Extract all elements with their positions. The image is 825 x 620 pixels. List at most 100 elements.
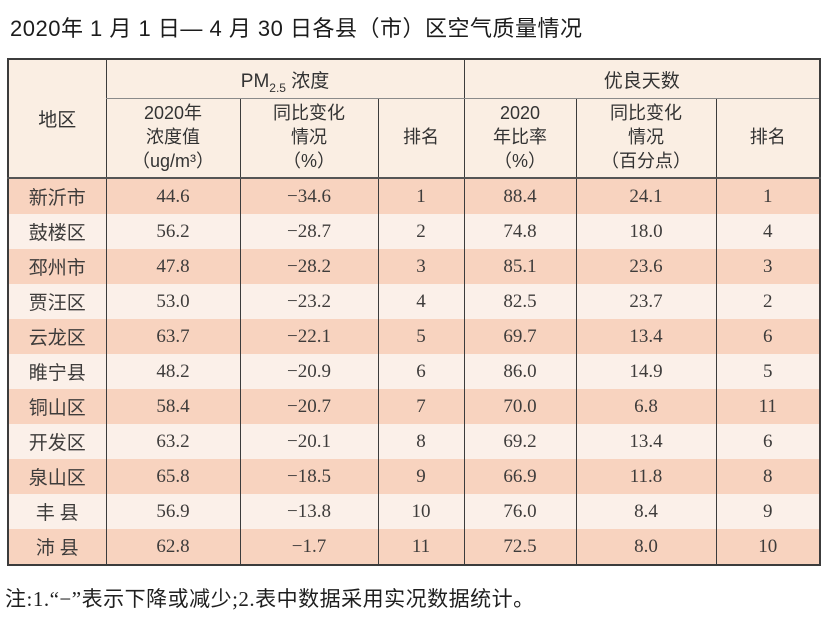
table-row: 新沂市 44.6 −34.6 1 88.4 24.1 1 [7,178,821,214]
good-days-yoy-change-cell: 18.0 [575,214,717,249]
region-cell: 云龙区 [7,319,106,354]
good-days-ratio-cell: 76.0 [463,494,577,529]
region-cell: 贾汪区 [7,284,106,319]
pm25-concentration-cell: 62.8 [105,529,240,565]
pm25-rank-cell: 8 [377,424,465,459]
region-cell: 新沂市 [7,178,106,214]
col-group-good-days-header: 优良天数 [463,59,821,99]
good-days-rank-cell: 3 [715,249,821,284]
good-days-ratio-cell: 82.5 [463,284,577,319]
air-quality-table: 地区 PM2.5 浓度 优良天数 2020年 浓度值 （ug/m³） 同比变化 … [7,58,822,566]
pm25-rank-cell: 5 [377,319,465,354]
col-group-pm25-header: PM2.5 浓度 [105,59,465,99]
pm25-yoy-change-cell: −18.5 [239,459,378,494]
header-sub-row: 2020年 浓度值 （ug/m³） 同比变化 情况 （%） 排名 2020 年比… [8,98,821,179]
region-cell: 铜山区 [7,389,106,424]
table-row: 睢宁县 48.2 −20.9 6 86.0 14.9 5 [7,354,821,389]
good-days-ratio-cell: 88.4 [463,178,577,214]
good-days-ratio-cell: 86.0 [463,354,577,389]
pm25-subscript: 2.5 [269,80,286,95]
table-row: 贾汪区 53.0 −23.2 4 82.5 23.7 2 [7,284,821,319]
col-header-pm25-rank: 排名 [377,98,465,179]
good-days-ratio-cell: 66.9 [463,459,577,494]
good-days-rank-cell: 5 [715,354,821,389]
pm25-concentration-cell: 56.2 [105,214,240,249]
pm25-yoy-change-cell: −20.9 [239,354,378,389]
pm25-yoy-change-cell: −20.1 [239,424,378,459]
table-row: 邳州市 47.8 −28.2 3 85.1 23.6 3 [7,249,821,284]
region-cell: 鼓楼区 [7,214,106,249]
good-days-rank-cell: 4 [715,214,821,249]
pm25-rank-cell: 6 [377,354,465,389]
pm25-concentration-cell: 63.7 [105,319,240,354]
pm25-rank-cell: 10 [377,494,465,529]
good-days-ratio-cell: 72.5 [463,529,577,565]
region-cell: 沛 县 [7,529,106,565]
good-days-yoy-change-cell: 13.4 [575,319,717,354]
pm25-rank-cell: 9 [377,459,465,494]
good-days-yoy-change-cell: 11.8 [575,459,717,494]
pm25-yoy-change-cell: −20.7 [239,389,378,424]
pm25-yoy-change-cell: −34.6 [239,178,378,214]
good-days-yoy-change-cell: 23.6 [575,249,717,284]
good-days-yoy-change-cell: 14.9 [575,354,717,389]
good-days-rank-cell: 6 [715,424,821,459]
region-cell: 泉山区 [7,459,106,494]
table-body: 新沂市 44.6 −34.6 1 88.4 24.1 1 鼓楼区 56.2 −28.7 2 74.8 1… [7,178,821,565]
pm25-concentration-cell: 48.2 [105,354,240,389]
table-row: 丰 县 56.9 −13.8 10 76.0 8.4 9 [7,494,821,529]
good-days-rank-cell: 10 [715,529,821,565]
region-cell: 邳州市 [7,249,106,284]
region-cell: 睢宁县 [7,354,106,389]
col-header-region: 地区 [7,59,106,179]
good-days-ratio-cell: 70.0 [463,389,577,424]
col-header-good-days-yoy-change: 同比变化 情况 （百分点） [575,98,717,179]
pm25-concentration-cell: 65.8 [105,459,240,494]
pm25-yoy-change-cell: −22.1 [239,319,378,354]
good-days-rank-cell: 8 [715,459,821,494]
good-days-yoy-change-cell: 24.1 [575,178,717,214]
col-header-good-days-rank: 排名 [715,98,821,179]
pm25-yoy-change-cell: −28.2 [239,249,378,284]
pm25-rank-cell: 4 [377,284,465,319]
table-row: 开发区 63.2 −20.1 8 69.2 13.4 6 [7,424,821,459]
col-header-pm25-yoy-change: 同比变化 情况 （%） [239,98,378,179]
pm25-rank-cell: 1 [377,178,465,214]
pm25-label: PM [240,70,270,92]
pm25-rank-cell: 7 [377,389,465,424]
good-days-rank-cell: 2 [715,284,821,319]
pm25-rank-cell: 3 [377,249,465,284]
good-days-rank-cell: 6 [715,319,821,354]
page-title: 2020年 1 月 1 日— 4 月 30 日各县（市）区空气质量情况 [10,16,583,41]
table-row: 鼓楼区 56.2 −28.7 2 74.8 18.0 4 [7,214,821,249]
good-days-rank-cell: 9 [715,494,821,529]
table-row: 云龙区 63.7 −22.1 5 69.7 13.4 6 [7,319,821,354]
pm25-concentration-cell: 53.0 [105,284,240,319]
pm25-yoy-change-cell: −23.2 [239,284,378,319]
footnote: 注:1.“−”表示下降或减少;2.表中数据采用实况数据统计。 [5,587,535,611]
good-days-yoy-change-cell: 23.7 [575,284,717,319]
pm25-rank-cell: 11 [377,529,465,565]
pm25-concentration-cell: 58.4 [105,389,240,424]
good-days-ratio-cell: 69.7 [463,319,577,354]
pm25-suffix: 浓度 [285,70,330,92]
good-days-ratio-cell: 69.2 [463,424,577,459]
pm25-rank-cell: 2 [377,214,465,249]
table-row: 铜山区 58.4 −20.7 7 70.0 6.8 11 [7,389,821,424]
col-header-good-days-ratio: 2020 年比率 （%） [463,98,577,179]
table-row: 泉山区 65.8 −18.5 9 66.9 11.8 8 [7,459,821,494]
good-days-yoy-change-cell: 8.0 [575,529,717,565]
good-days-yoy-change-cell: 13.4 [575,424,717,459]
region-cell: 丰 县 [7,494,106,529]
good-days-yoy-change-cell: 6.8 [575,389,717,424]
pm25-yoy-change-cell: −13.8 [239,494,378,529]
table-header: 地区 PM2.5 浓度 优良天数 2020年 浓度值 （ug/m³） 同比变化 … [7,59,821,179]
col-header-pm25-concentration: 2020年 浓度值 （ug/m³） [105,98,240,179]
pm25-concentration-cell: 63.2 [105,424,240,459]
pm25-concentration-cell: 44.6 [105,178,240,214]
good-days-yoy-change-cell: 8.4 [575,494,717,529]
pm25-yoy-change-cell: −28.7 [239,214,378,249]
good-days-ratio-cell: 85.1 [463,249,577,284]
good-days-rank-cell: 1 [715,178,821,214]
good-days-rank-cell: 11 [715,389,821,424]
